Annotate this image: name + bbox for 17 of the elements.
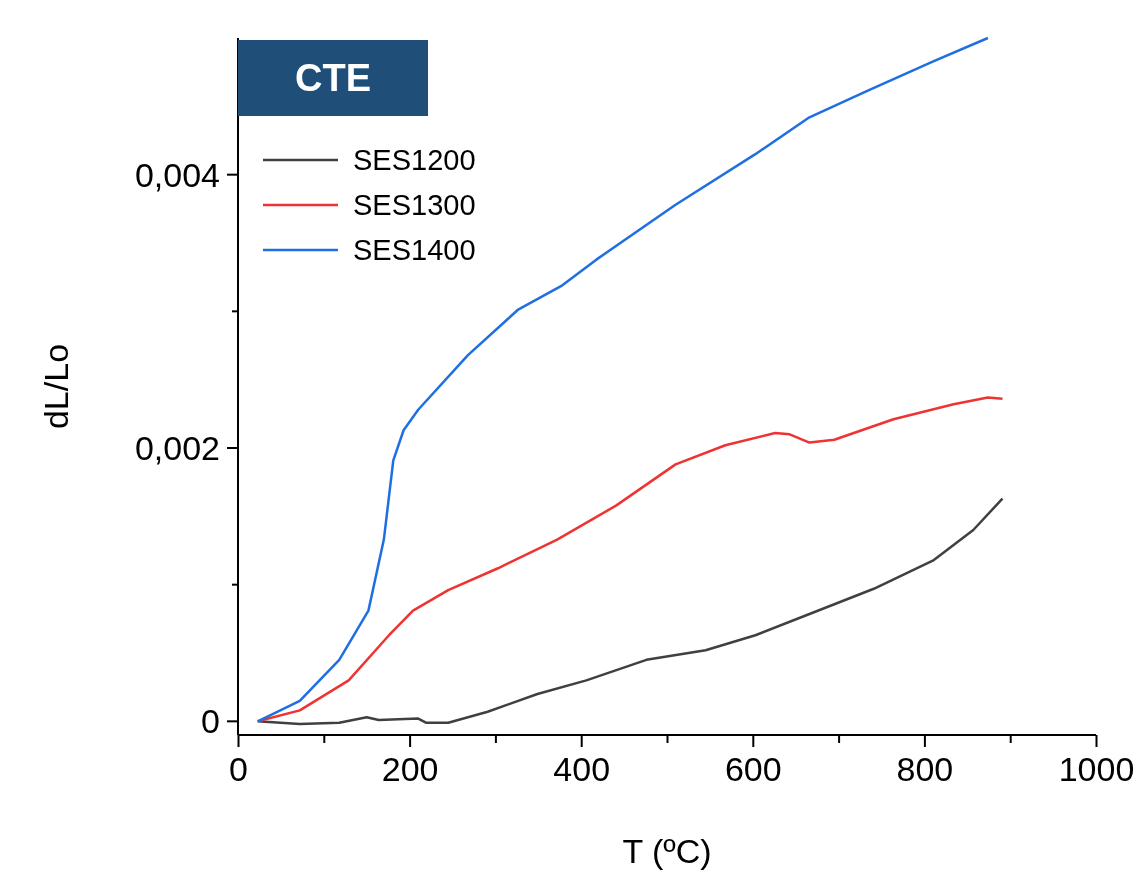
- y-tick-label: 0: [201, 702, 220, 741]
- legend-label: SES1400: [353, 234, 476, 267]
- y-tick-label: 0,002: [134, 428, 220, 467]
- x-tick-label: 1000: [1058, 750, 1135, 789]
- x-axis-title: T (ºC): [622, 832, 712, 870]
- x-tick-label: 0: [229, 750, 248, 789]
- y-tick-label: 0,004: [134, 155, 220, 194]
- legend-label: SES1300: [353, 189, 476, 222]
- legend-label: SES1200: [353, 144, 476, 177]
- x-tick-label: 800: [896, 750, 954, 789]
- line-series: [256, 497, 1004, 726]
- x-tick-label: 200: [381, 750, 439, 789]
- x-tick-label: 600: [724, 750, 782, 789]
- x-tick-label: 400: [553, 750, 611, 789]
- line-series: [256, 36, 990, 723]
- text: CTE: [295, 57, 371, 100]
- y-axis-title: dL/Lo: [37, 343, 75, 430]
